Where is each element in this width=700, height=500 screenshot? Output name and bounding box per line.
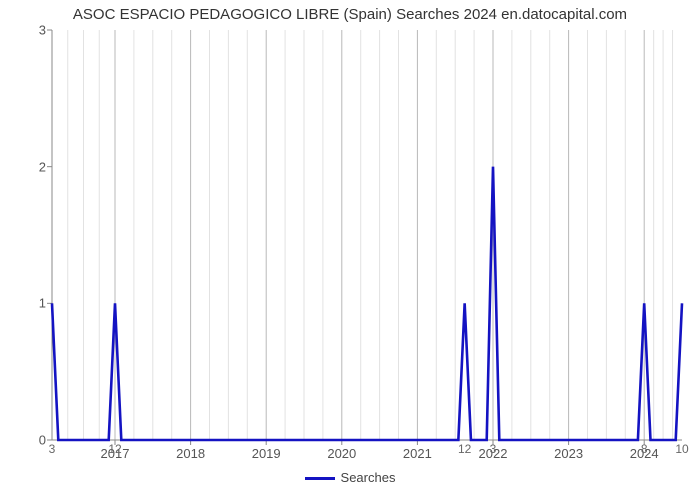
y-tick-label: 3 — [6, 23, 46, 38]
chart-container: ASOC ESPACIO PEDAGOGICO LIBRE (Spain) Se… — [0, 0, 700, 500]
data-point-label: 12 — [108, 442, 121, 456]
x-tick-label: 2019 — [252, 446, 281, 461]
data-point-label: 12 — [458, 442, 471, 456]
data-point-label: 8 — [641, 442, 648, 456]
y-tick-label: 2 — [6, 159, 46, 174]
legend: Searches — [0, 470, 700, 485]
data-point-label: 3 — [490, 442, 497, 456]
legend-label: Searches — [341, 470, 396, 485]
plot-area — [52, 30, 682, 440]
y-tick-label: 0 — [6, 433, 46, 448]
data-point-label: 10 — [675, 442, 688, 456]
y-tick-label: 1 — [6, 296, 46, 311]
chart-title: ASOC ESPACIO PEDAGOGICO LIBRE (Spain) Se… — [0, 6, 700, 23]
x-tick-label: 2023 — [554, 446, 583, 461]
data-point-label: 3 — [49, 442, 56, 456]
legend-swatch — [305, 477, 335, 480]
x-tick-label: 2021 — [403, 446, 432, 461]
x-tick-label: 2018 — [176, 446, 205, 461]
chart-svg — [52, 30, 682, 440]
x-tick-label: 2020 — [327, 446, 356, 461]
